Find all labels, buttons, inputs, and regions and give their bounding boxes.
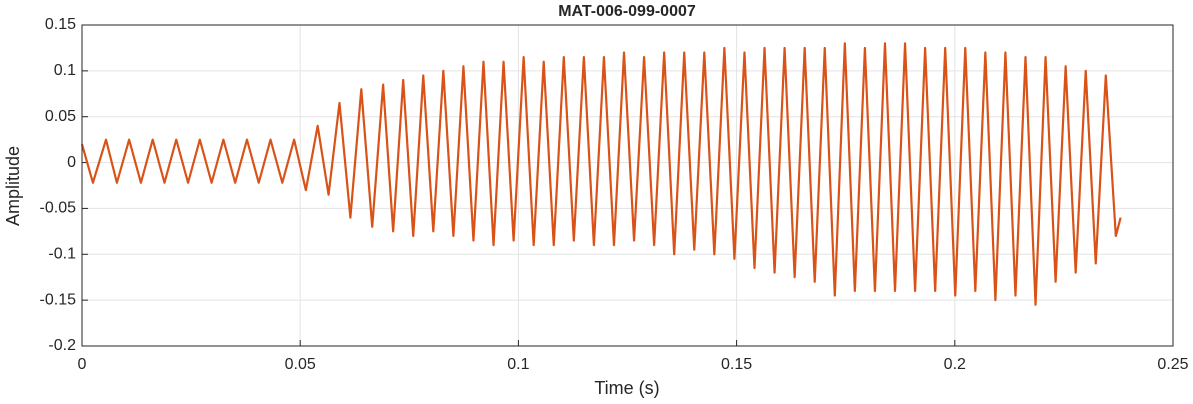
x-tick-label: 0 bbox=[78, 356, 87, 373]
x-tick-label: 0.25 bbox=[1157, 356, 1188, 373]
x-tick-label: 0.15 bbox=[721, 356, 752, 373]
y-tick-label: -0.15 bbox=[40, 291, 77, 308]
plot-frame bbox=[81, 24, 1174, 347]
x-axis-label: Time (s) bbox=[594, 378, 659, 398]
y-tick-label: -0.1 bbox=[48, 246, 76, 263]
x-tick-label: 0.05 bbox=[285, 356, 316, 373]
y-tick-label: 0.15 bbox=[45, 16, 76, 33]
y-tick-label: -0.05 bbox=[40, 200, 77, 217]
y-tick-label: 0.05 bbox=[45, 108, 76, 125]
y-axis-label: Amplitude bbox=[3, 146, 23, 226]
y-tick-label: 0 bbox=[67, 154, 76, 171]
x-tick-label: 0.1 bbox=[507, 356, 529, 373]
x-tick-label: 0.2 bbox=[944, 356, 966, 373]
data-line bbox=[80, 42, 1122, 306]
y-tick-label: 0.1 bbox=[54, 62, 76, 79]
y-tick-label: -0.2 bbox=[48, 337, 76, 354]
chart-title: MAT-006-099-0007 bbox=[558, 3, 696, 20]
